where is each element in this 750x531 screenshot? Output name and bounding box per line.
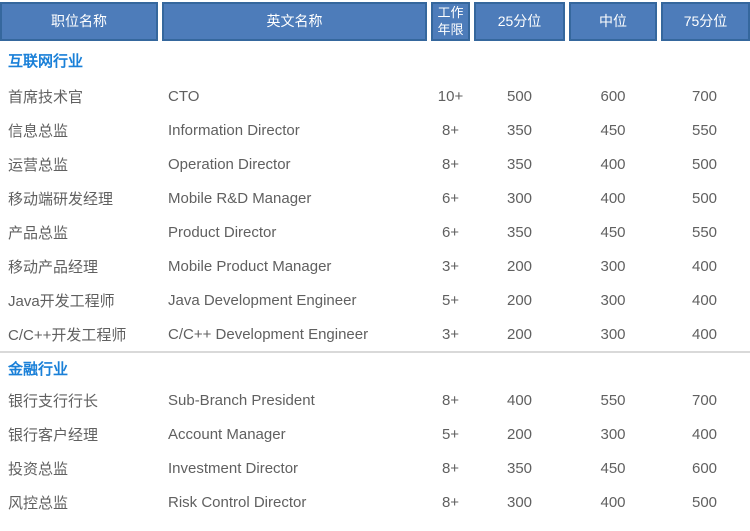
cell-75th-percentile: 400 <box>691 257 718 275</box>
cell-work-years: 8+ <box>441 121 460 139</box>
cell-25th-percentile: 350 <box>506 121 533 139</box>
header-cell-position-name: 职位名称 <box>0 2 158 41</box>
cell-work-years: 8+ <box>441 493 460 511</box>
cell-english-name: Product Director <box>168 223 277 241</box>
cell-median: 550 <box>600 391 626 409</box>
cell-75th-percentile: 600 <box>691 459 718 477</box>
header-cell-english-name: 英文名称 <box>162 2 427 41</box>
cell-median: 400 <box>600 189 626 207</box>
cell-75th-percentile: 550 <box>691 223 718 241</box>
industry-section: 互联网行业首席技术官 CTO 10+ 500 600 700 信息总监 Information… <box>0 41 750 351</box>
cell-median: 300 <box>600 425 626 443</box>
cell-median: 450 <box>600 121 626 139</box>
table-row: 银行支行行长 Sub-Branch President 8+ 400 550 700 <box>0 383 750 417</box>
cell-english-name: Risk Control Director <box>168 493 307 511</box>
table-row: 首席技术官 CTO 10+ 500 600 700 <box>0 79 750 113</box>
cell-25th-percentile: 350 <box>506 223 533 241</box>
cell-english-name: Investment Director <box>168 459 299 477</box>
table-row: C/C++开发工程师 C/C++ Development Engineer 3+ 20… <box>0 317 750 351</box>
table-header-row: 职位名称 英文名称 工作年限 25分位 中位 75分位 <box>0 2 750 41</box>
cell-position-name: C/C++开发工程师 <box>8 326 127 344</box>
cell-75th-percentile: 400 <box>691 425 718 443</box>
cell-position-name: 移动端研发经理 <box>8 190 114 208</box>
cell-position-name: 首席技术官 <box>8 88 84 106</box>
cell-median: 400 <box>600 493 626 511</box>
section-title: 金融行业 <box>8 360 69 378</box>
cell-25th-percentile: 400 <box>506 391 533 409</box>
table-row: 风控总监 Risk Control Director 8+ 300 400 500 <box>0 485 750 519</box>
table-row: 银行客户经理 Account Manager 5+ 200 300 400 <box>0 417 750 451</box>
cell-english-name: C/C++ Development Engineer <box>168 325 369 343</box>
salary-table: 职位名称 英文名称 工作年限 25分位 中位 75分位 互联网行业首席技术官 CT… <box>0 2 750 519</box>
header-cell-25th-percentile: 25分位 <box>474 2 565 41</box>
cell-75th-percentile: 400 <box>691 325 718 343</box>
cell-position-name: 信息总监 <box>8 122 69 140</box>
table-row: Java开发工程师 Java Development Engineer 5+ 200 3… <box>0 283 750 317</box>
cell-median: 450 <box>600 223 626 241</box>
header-cell-median: 中位 <box>569 2 657 41</box>
cell-position-name: 产品总监 <box>8 224 69 242</box>
cell-75th-percentile: 550 <box>691 121 718 139</box>
cell-75th-percentile: 500 <box>691 155 718 173</box>
cell-work-years: 5+ <box>441 291 460 309</box>
cell-work-years: 3+ <box>441 325 460 343</box>
cell-work-years: 8+ <box>441 391 460 409</box>
cell-75th-percentile: 400 <box>691 291 718 309</box>
header-cell-work-years: 工作年限 <box>431 2 470 41</box>
cell-median: 400 <box>600 155 626 173</box>
cell-25th-percentile: 350 <box>506 155 533 173</box>
cell-25th-percentile: 200 <box>506 291 533 309</box>
cell-english-name: Account Manager <box>168 425 286 443</box>
table-row: 移动产品经理 Mobile Product Manager 3+ 200 300 400 <box>0 249 750 283</box>
cell-position-name: 运营总监 <box>8 156 69 174</box>
cell-work-years: 8+ <box>441 155 460 173</box>
cell-75th-percentile: 700 <box>691 391 718 409</box>
cell-position-name: 投资总监 <box>8 460 69 478</box>
cell-work-years: 6+ <box>441 189 460 207</box>
cell-position-name: 移动产品经理 <box>8 258 99 276</box>
cell-25th-percentile: 200 <box>506 325 533 343</box>
cell-position-name: 风控总监 <box>8 494 69 512</box>
cell-position-name: 银行客户经理 <box>8 426 99 444</box>
cell-median: 300 <box>600 291 626 309</box>
table-row: 运营总监 Operation Director 8+ 350 400 500 <box>0 147 750 181</box>
cell-english-name: Java Development Engineer <box>168 291 357 309</box>
cell-english-name: Sub-Branch President <box>168 391 315 409</box>
cell-work-years: 5+ <box>441 425 460 443</box>
cell-work-years: 10+ <box>437 87 464 105</box>
cell-75th-percentile: 500 <box>691 493 718 511</box>
cell-position-name: Java开发工程师 <box>8 292 115 310</box>
cell-75th-percentile: 500 <box>691 189 718 207</box>
cell-25th-percentile: 300 <box>506 189 533 207</box>
cell-english-name: Mobile Product Manager <box>168 257 332 275</box>
section-title: 互联网行业 <box>8 52 84 70</box>
cell-25th-percentile: 300 <box>506 493 533 511</box>
cell-position-name: 银行支行行长 <box>8 392 99 410</box>
cell-english-name: CTO <box>168 87 200 105</box>
cell-english-name: Mobile R&D Manager <box>168 189 312 207</box>
table-row: 投资总监 Investment Director 8+ 350 450 600 <box>0 451 750 485</box>
table-row: 移动端研发经理 Mobile R&D Manager 6+ 300 400 500 <box>0 181 750 215</box>
table-row: 信息总监 Information Director 8+ 350 450 550 <box>0 113 750 147</box>
cell-work-years: 6+ <box>441 223 460 241</box>
cell-median: 600 <box>600 87 626 105</box>
cell-75th-percentile: 700 <box>691 87 718 105</box>
table-body: 互联网行业首席技术官 CTO 10+ 500 600 700 信息总监 Information… <box>0 41 750 519</box>
cell-median: 450 <box>600 459 626 477</box>
cell-work-years: 3+ <box>441 257 460 275</box>
cell-english-name: Operation Director <box>168 155 291 173</box>
cell-work-years: 8+ <box>441 459 460 477</box>
header-cell-75th-percentile: 75分位 <box>661 2 750 41</box>
table-row: 产品总监 Product Director 6+ 350 450 550 <box>0 215 750 249</box>
cell-25th-percentile: 500 <box>506 87 533 105</box>
cell-25th-percentile: 200 <box>506 425 533 443</box>
industry-section: 金融行业银行支行行长 Sub-Branch President 8+ 400 550 70… <box>0 351 750 519</box>
cell-median: 300 <box>600 257 626 275</box>
cell-25th-percentile: 350 <box>506 459 533 477</box>
cell-english-name: Information Director <box>168 121 300 139</box>
cell-25th-percentile: 200 <box>506 257 533 275</box>
cell-median: 300 <box>600 325 626 343</box>
